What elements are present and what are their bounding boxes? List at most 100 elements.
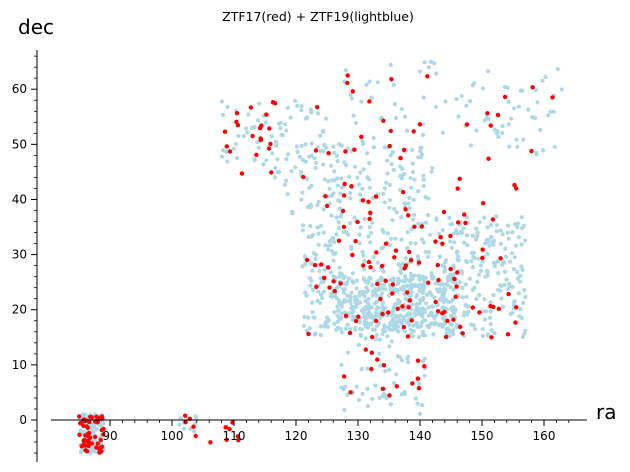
ztf19-point (498, 228, 503, 233)
ztf19-point (502, 282, 507, 287)
ztf19-point (417, 335, 422, 340)
ztf19-point (431, 61, 437, 66)
ztf19-point (332, 310, 337, 315)
ztf19-point (410, 170, 416, 175)
ztf17-point (502, 94, 508, 100)
ztf19-point (540, 148, 546, 153)
ztf19-point (362, 267, 367, 272)
ztf19-point (375, 323, 380, 328)
ztf19-point (337, 206, 342, 211)
ztf19-point (485, 115, 490, 120)
ztf19-point (390, 327, 395, 333)
ztf19-point (252, 157, 257, 162)
ztf19-point (398, 264, 403, 269)
ztf19-point (555, 67, 560, 72)
ztf19-point (348, 221, 353, 226)
ztf17-point (259, 123, 264, 128)
ztf19-point (552, 144, 557, 149)
ztf19-point (332, 240, 337, 245)
ztf17-point (208, 440, 213, 445)
ztf19-point (522, 288, 527, 293)
ztf19-point (460, 295, 465, 300)
ztf19-point (382, 145, 387, 150)
ztf19-point (428, 322, 433, 327)
ztf19-point (377, 337, 383, 342)
ztf19-point (371, 145, 376, 150)
ztf19-point (273, 139, 278, 144)
ztf19-point (380, 301, 385, 307)
ztf19-point (310, 287, 316, 292)
ztf19-point (464, 103, 469, 108)
ztf17-point (352, 147, 357, 152)
ztf17-point (314, 284, 319, 289)
ztf17-point (480, 255, 485, 261)
ztf17-point (368, 210, 373, 215)
ztf17-point (353, 239, 358, 244)
ztf19-point (375, 80, 380, 85)
ztf19-point (428, 59, 433, 64)
ztf19-point (405, 246, 410, 251)
ztf17-point (373, 194, 379, 199)
ztf17-point (87, 435, 93, 440)
ztf19-point (339, 304, 344, 309)
ztf19-point (382, 325, 388, 330)
ztf19-point (475, 230, 480, 235)
ztf17-point (496, 306, 501, 311)
ztf19-point (526, 107, 531, 112)
ztf19-point (431, 332, 436, 337)
ztf19-point (335, 325, 341, 330)
ztf19-point (318, 332, 323, 338)
ztf17-point (412, 224, 417, 229)
ztf19-point (284, 157, 289, 162)
y-tick-label: 20 (12, 303, 27, 317)
ztf17-point (455, 220, 461, 225)
ztf19-point (470, 265, 475, 270)
ztf19-point (507, 144, 512, 149)
ztf19-point (410, 161, 415, 166)
ztf19-point (500, 123, 505, 129)
ztf19-point (383, 287, 388, 292)
ztf19-point (283, 122, 288, 127)
ztf19-point (491, 238, 497, 243)
ztf19-point (437, 254, 442, 259)
ztf17-point (512, 182, 517, 188)
ztf17-point (88, 414, 93, 420)
ztf19-point (327, 186, 332, 191)
ztf19-point (390, 319, 395, 324)
ztf17-point (426, 280, 431, 285)
ztf19-point (219, 99, 224, 104)
ztf19-point (357, 232, 362, 237)
ztf19-point (359, 367, 364, 372)
ztf17-point (270, 100, 276, 105)
ztf19-point (494, 229, 499, 234)
ztf17-point (390, 291, 395, 296)
ztf19-point (516, 104, 522, 109)
ztf19-point (319, 292, 324, 297)
ztf19-point (440, 130, 445, 135)
ztf19-point (399, 215, 404, 220)
ztf19-point (348, 196, 353, 201)
ztf19-point (358, 192, 363, 197)
ztf19-point (422, 310, 427, 315)
ztf19-point (506, 122, 511, 127)
ztf19-point (83, 413, 88, 418)
ztf19-point (410, 147, 415, 153)
ztf19-point (464, 294, 469, 299)
ztf19-point (451, 287, 456, 292)
ztf19-point (459, 271, 465, 276)
ztf19-point (426, 65, 431, 70)
ztf19-point (90, 448, 95, 453)
ztf17-point (513, 320, 518, 325)
ztf17-point (191, 424, 196, 429)
ztf17-point (81, 423, 86, 428)
ztf19-point (510, 230, 515, 235)
ztf19-point (364, 305, 369, 310)
chart-title: ZTF17(red) + ZTF19(lightblue) (222, 9, 414, 24)
ztf19-point (411, 217, 416, 222)
ztf19-point (317, 268, 322, 274)
ztf19-point (418, 145, 423, 150)
ztf17-point (452, 276, 457, 282)
ztf19-point (366, 296, 371, 301)
ztf19-point (293, 165, 298, 170)
ztf19-point (422, 60, 427, 65)
